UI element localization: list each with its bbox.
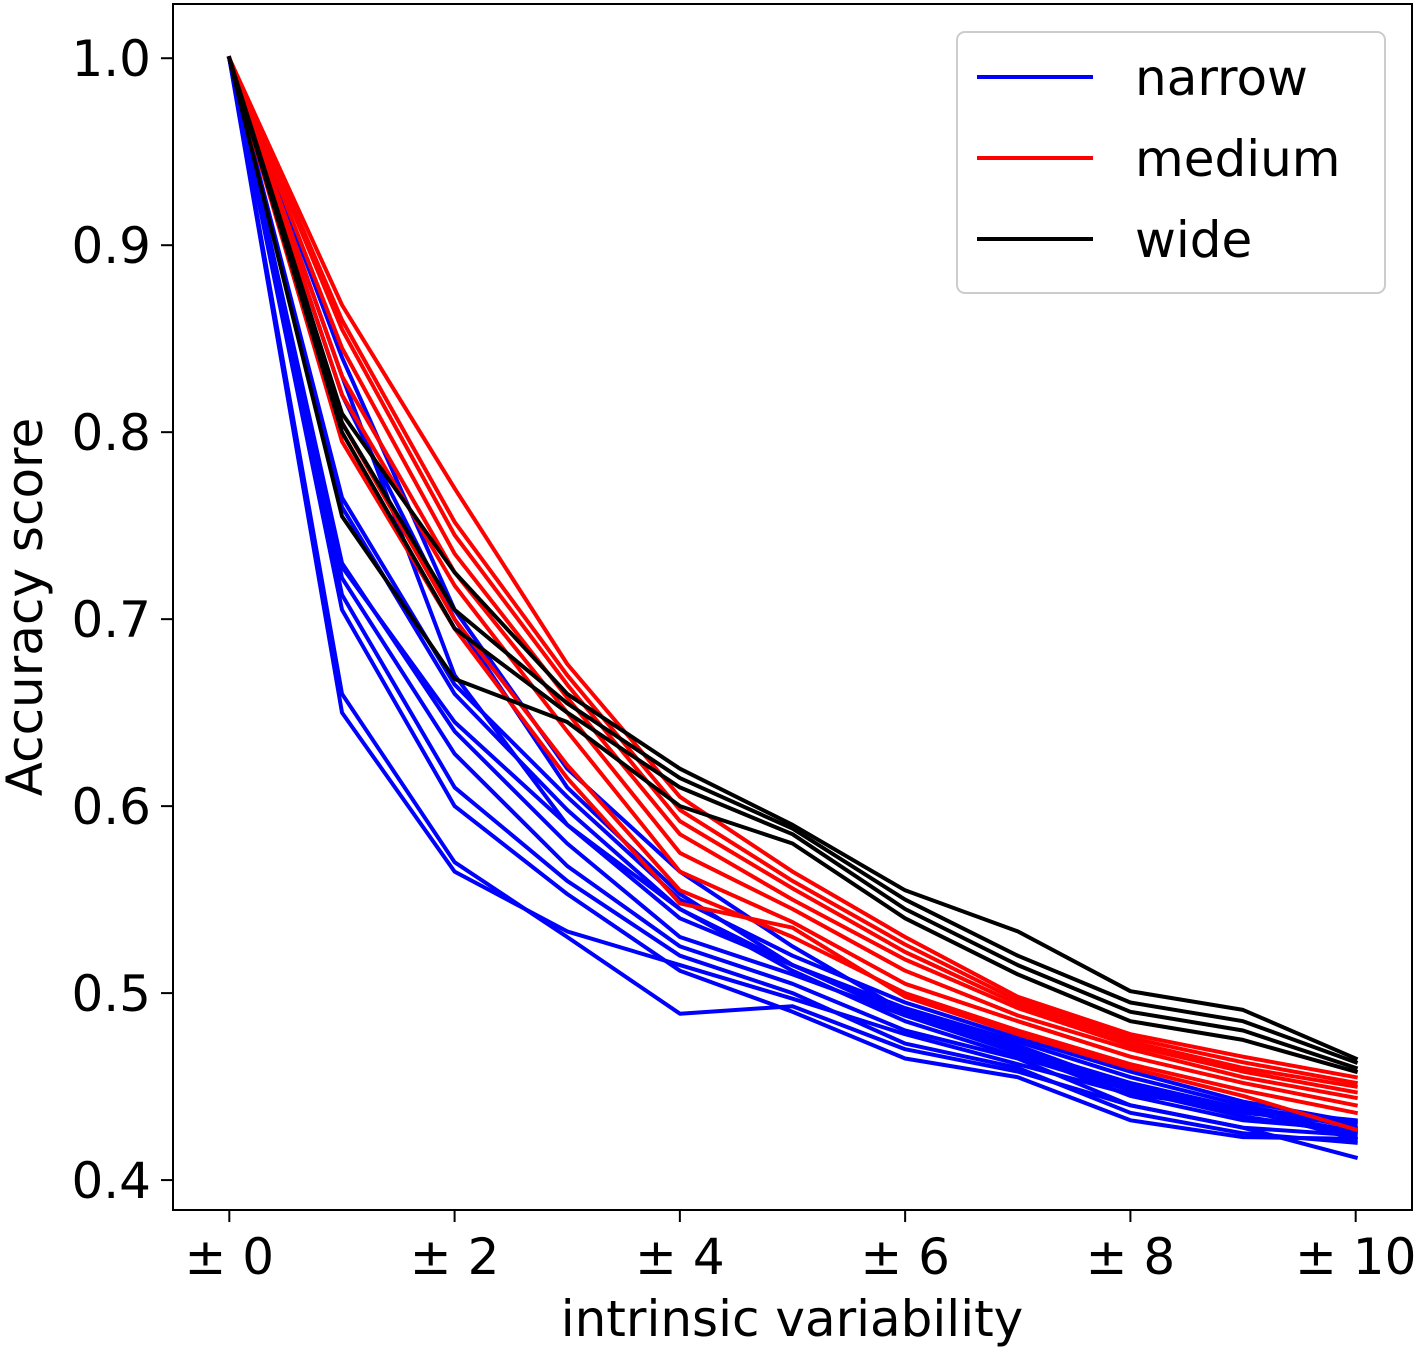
legend: narrow medium wide	[956, 31, 1386, 294]
series-line-medium-19	[226, 55, 1359, 1086]
series-line-narrow-6	[226, 55, 1358, 1132]
y-tick-label: 0.9	[71, 217, 151, 275]
series-line-medium-16	[226, 55, 1359, 1101]
series-line-narrow-11	[226, 55, 1358, 1136]
x-tick-label: ± 10	[1295, 1228, 1416, 1286]
series-line-narrow-3	[226, 55, 1358, 1141]
x-axis-label: intrinsic variability	[561, 1290, 1024, 1348]
y-axis: 0.4 0.5 0.6 0.7 0.8 0.9 1.0	[71, 30, 173, 1210]
x-tick-label: ± 6	[860, 1228, 950, 1286]
y-tick-label: 0.5	[71, 965, 151, 1023]
series-line-wide-22	[226, 55, 1359, 1071]
series-line-wide-24	[226, 55, 1359, 1062]
series-layer	[226, 55, 1359, 1161]
x-tick-label: ± 8	[1086, 1228, 1176, 1286]
x-tick-label: ± 4	[635, 1228, 725, 1286]
series-line-medium-17	[226, 55, 1359, 1095]
legend-label-medium: medium	[1135, 130, 1341, 188]
y-tick-label: 1.0	[71, 30, 151, 88]
series-line-medium-14	[226, 55, 1359, 1116]
y-tick-label: 0.8	[71, 404, 151, 462]
legend-box	[956, 31, 1386, 294]
legend-label-narrow: narrow	[1135, 49, 1308, 107]
series-line-medium-20	[226, 55, 1359, 1080]
x-tick-label: ± 0	[185, 1228, 275, 1286]
series-line-medium-18	[226, 55, 1359, 1089]
x-tick-label: ± 2	[410, 1228, 500, 1286]
series-line-wide-21	[226, 55, 1359, 1075]
series-line-narrow-4	[226, 55, 1358, 1145]
y-tick-label: 0.4	[71, 1152, 151, 1210]
series-line-wide-23	[226, 55, 1359, 1065]
x-axis: ± 0 ± 2 ± 4 ± 6 ± 8 ± 10	[185, 1210, 1416, 1286]
series-line-narrow-5	[226, 55, 1359, 1161]
legend-label-wide: wide	[1135, 211, 1252, 269]
y-tick-label: 0.6	[71, 778, 151, 836]
y-tick-label: 0.7	[71, 591, 151, 649]
y-axis-label: Accuracy score	[0, 418, 54, 797]
plot-frame	[172, 3, 1413, 1211]
